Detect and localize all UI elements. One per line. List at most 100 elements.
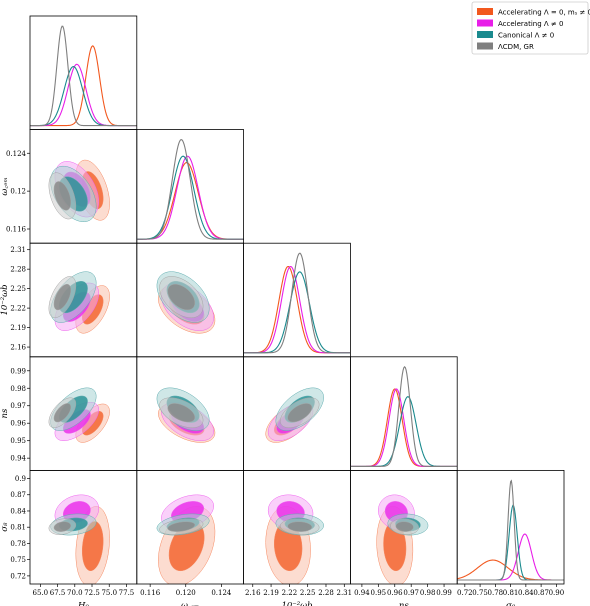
- x-tick-label: 72.5: [84, 589, 100, 597]
- y-tick-label: 0.116: [6, 226, 27, 234]
- y-tick-label: 0.81: [10, 524, 26, 532]
- x-tick-label: 67.5: [50, 589, 66, 597]
- y-tick-label: 0.95: [10, 437, 26, 445]
- y-tick-label: 0.72: [10, 572, 26, 580]
- marginal-curve-0: [457, 559, 564, 581]
- panel-omega_cdm-omega_cdm: [136, 139, 244, 240]
- x-tick-label: 2.25: [300, 589, 316, 597]
- y-tick-label: 2.31: [10, 246, 26, 254]
- panel-frame: [456, 469, 565, 585]
- contour-0-inner: [81, 521, 104, 572]
- y-tick-label: 2.28: [10, 266, 26, 274]
- y-tick-label: 0.75: [10, 556, 26, 564]
- x-tick-label: 0.95: [371, 589, 387, 597]
- y-tick-label: 2.25: [10, 285, 26, 293]
- panel-n_s-omega_b: [265, 387, 324, 443]
- contour-3-inner: [53, 284, 72, 311]
- x-tick-label: 2.19: [263, 589, 279, 597]
- x-axis-label-omega_cdm: ω꜀ₔₘ: [181, 601, 199, 606]
- x-tick-label: 0.94: [354, 589, 370, 597]
- y-tick-label: 0.84: [10, 507, 26, 515]
- x-tick-label: 0.96: [387, 589, 403, 597]
- panel-H0-H0: [30, 25, 137, 127]
- x-tick-label: 2.31: [337, 589, 353, 597]
- legend: Accelerating Λ = 0, mₛ ≠ 0 Accelerating Λ…: [471, 1, 590, 55]
- panel-n_s-n_s: [350, 365, 458, 467]
- panel-frame: [29, 15, 138, 130]
- x-tick-label: 0.97: [403, 589, 419, 597]
- y-tick-label: 0.99: [10, 367, 26, 375]
- panel-frame: [136, 129, 245, 244]
- contour-3-inner: [395, 521, 414, 532]
- x-tick-label: 0.81: [503, 589, 519, 597]
- marginal-curve-1: [457, 533, 564, 581]
- y-tick-label: 0.94: [10, 455, 26, 463]
- marginal-curve-2: [136, 155, 244, 240]
- contour-3-inner: [287, 403, 313, 423]
- x-tick-label: 2.28: [318, 589, 334, 597]
- panel-sigma8-omega_b: [265, 494, 324, 584]
- marginal-curve-2: [457, 504, 564, 581]
- y-tick-label: 2.22: [10, 305, 26, 313]
- panel-sigma8-omega_cdm: [156, 494, 216, 584]
- contour-3-inner: [53, 521, 72, 532]
- panel-sigma8-n_s: [376, 494, 429, 584]
- contour-3-inner: [167, 521, 196, 532]
- marginal-curve-3: [243, 252, 351, 354]
- contour-3-inner: [53, 181, 72, 211]
- y-tick-label: 0.87: [10, 491, 26, 499]
- contour-3-inner: [287, 521, 313, 532]
- marginal-curve-1: [243, 265, 351, 354]
- contour-3-inner: [167, 403, 196, 423]
- x-tick-label: 0.99: [436, 589, 452, 597]
- legend-label-0: Accelerating Λ = 0, mₛ ≠ 0: [498, 8, 590, 16]
- y-tick-label: 2.19: [10, 324, 26, 332]
- x-tick-label: 0.87: [533, 589, 549, 597]
- legend-swatch-3: [477, 42, 493, 50]
- marginal-curve-3: [30, 25, 137, 127]
- x-tick-label: 0.84: [518, 589, 534, 597]
- marginal-curve-0: [30, 45, 137, 127]
- x-tick-label: 77.5: [119, 589, 135, 597]
- x-tick-label: 0.120: [176, 589, 196, 597]
- x-tick-label: 2.16: [245, 589, 261, 597]
- y-tick-label: 2.16: [10, 344, 26, 352]
- y-axis-label-omega_cdm: ω꜀ₔₘ: [0, 177, 10, 195]
- y-axis-label-sigma8: σ₈: [0, 522, 10, 532]
- y-tick-label: 0.12: [10, 188, 26, 196]
- marginal-curve-3: [136, 139, 244, 240]
- y-tick-label: 0.97: [10, 402, 26, 410]
- x-tick-label: 0.78: [488, 589, 504, 597]
- y-tick-label: 0.98: [10, 385, 26, 393]
- y-tick-label: 0.9: [15, 475, 26, 483]
- legend-label-2: Canonical Λ ≠ 0: [498, 31, 554, 39]
- panel-n_s-H0: [48, 387, 110, 443]
- x-tick-label: 65.0: [33, 589, 49, 597]
- contour-3-inner: [53, 403, 72, 423]
- x-tick-label: 70.0: [67, 589, 83, 597]
- x-tick-label: 0.116: [140, 589, 161, 597]
- marginal-curve-0: [243, 265, 351, 354]
- marginal-curve-0: [350, 388, 458, 467]
- legend-label-3: ΛCDM, GR: [498, 43, 534, 51]
- x-tick-label: 0.124: [211, 589, 232, 597]
- y-axis-label-n_s: ns: [0, 408, 10, 418]
- legend-swatch-1: [477, 19, 493, 27]
- panel-omega_b-omega_cdm: [156, 271, 216, 334]
- panel-omega_cdm-H0: [48, 159, 110, 223]
- x-tick-label: 0.90: [549, 589, 565, 597]
- x-tick-label: 0.72: [457, 589, 473, 597]
- x-axis-label-H0: H₀: [77, 601, 89, 606]
- panel-sigma8-sigma8: [457, 479, 564, 581]
- y-tick-label: 0.124: [6, 150, 27, 158]
- marginal-curve-3: [350, 365, 458, 467]
- x-axis-label-sigma8: σ₈: [506, 601, 516, 606]
- panel-omega_b-omega_b: [243, 252, 351, 354]
- legend-swatch-0: [477, 8, 493, 15]
- legend-label-1: Accelerating Λ ≠ 0: [498, 20, 563, 28]
- contour-3-inner: [167, 283, 196, 311]
- x-tick-label: 75.0: [101, 589, 117, 597]
- y-axis-label-omega_b: 10⁻²ωb: [0, 284, 10, 315]
- x-tick-label: 0.98: [420, 589, 436, 597]
